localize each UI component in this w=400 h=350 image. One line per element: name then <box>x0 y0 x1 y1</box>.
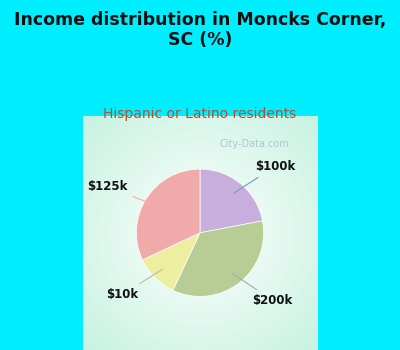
Text: $10k: $10k <box>106 270 162 301</box>
Wedge shape <box>136 169 200 260</box>
Wedge shape <box>173 221 264 296</box>
Text: $200k: $200k <box>233 274 293 307</box>
Wedge shape <box>200 169 262 233</box>
Text: $125k: $125k <box>87 180 156 205</box>
Text: City-Data.com: City-Data.com <box>219 139 289 149</box>
Wedge shape <box>142 233 200 290</box>
Text: Income distribution in Moncks Corner,
SC (%): Income distribution in Moncks Corner, SC… <box>14 10 386 49</box>
Text: Hispanic or Latino residents: Hispanic or Latino residents <box>103 107 297 121</box>
Text: $100k: $100k <box>234 160 295 193</box>
